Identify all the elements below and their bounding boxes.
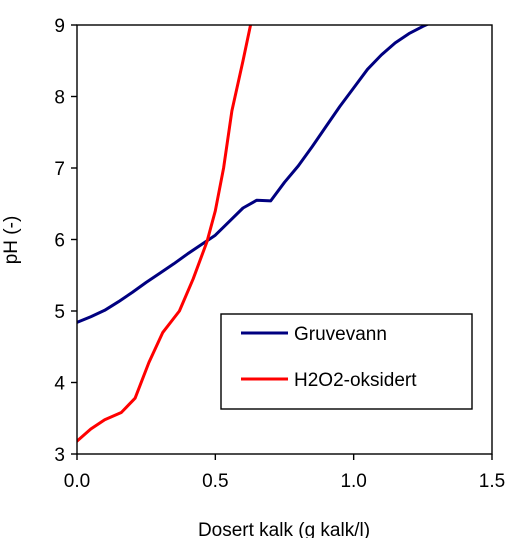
x-tick-label: 0.0 [64, 471, 90, 492]
y-tick-label: 8 [54, 88, 65, 109]
y-tick-label: 9 [54, 16, 65, 37]
y-tick-label: 7 [54, 159, 65, 180]
legend: Gruvevann H2O2-oksidert [220, 313, 473, 410]
series-line-gruvevann [77, 25, 430, 324]
y-axis-title: pH (-) [1, 216, 22, 265]
legend-label-h2o2-oksidert: H2O2-oksidert [294, 370, 417, 391]
x-axis-title: Dosert kalk (g kalk/l) [198, 520, 370, 538]
x-tick-label: 0.5 [202, 471, 228, 492]
y-axis: 3 4 5 6 7 8 9 [54, 16, 77, 466]
legend-box [220, 313, 473, 410]
plot-series [77, 25, 430, 443]
x-tick-label: 1.5 [479, 471, 505, 492]
x-tick-label: 1.0 [340, 471, 366, 492]
y-tick-label: 5 [54, 302, 65, 323]
series-line-h2o2-oksidert [77, 25, 253, 443]
y-tick-label: 6 [54, 231, 65, 252]
x-axis: 0.0 0.5 1.0 1.5 [64, 454, 505, 492]
y-tick-label: 3 [54, 445, 65, 466]
y-tick-label: 4 [54, 374, 65, 395]
legend-label-gruvevann: Gruvevann [294, 324, 387, 345]
